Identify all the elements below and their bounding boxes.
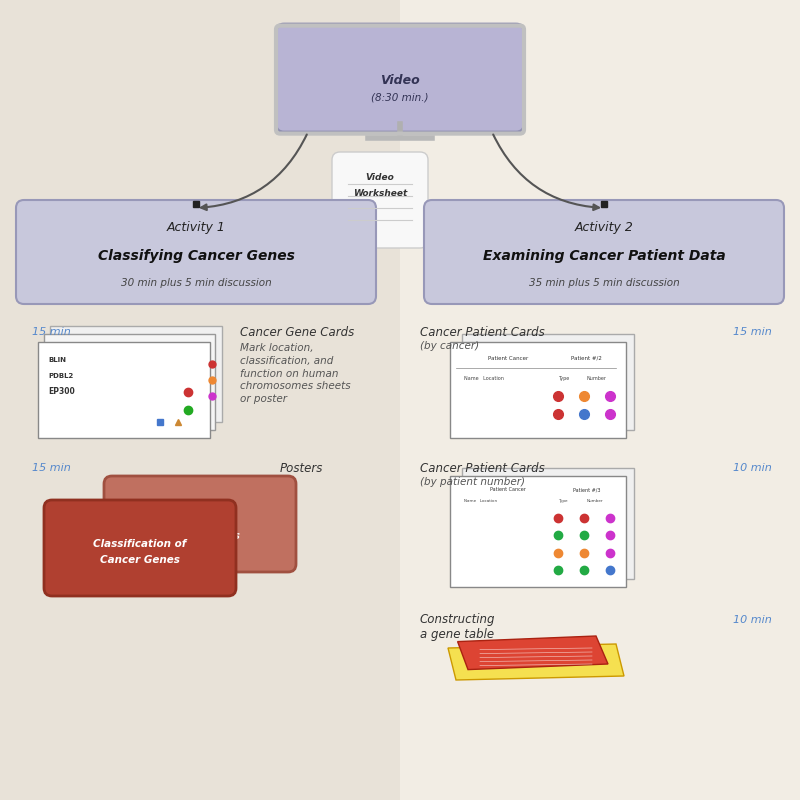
Text: Number: Number [586,499,603,503]
Text: function on human: function on human [240,369,338,378]
FancyBboxPatch shape [450,342,626,438]
Text: 15 min: 15 min [734,327,772,337]
Text: 35 min plus 5 min discussion: 35 min plus 5 min discussion [529,278,679,288]
FancyBboxPatch shape [104,476,296,572]
Text: Classifying Cancer Genes: Classifying Cancer Genes [98,249,294,263]
Text: or poster: or poster [240,394,287,404]
Text: Cancer Genes: Cancer Genes [100,555,180,565]
Text: 15 min: 15 min [32,327,70,337]
Text: 15 min: 15 min [32,463,70,473]
FancyBboxPatch shape [50,326,222,422]
Polygon shape [448,644,624,680]
Text: (by cancer): (by cancer) [420,341,479,350]
FancyBboxPatch shape [462,468,634,579]
FancyBboxPatch shape [0,0,400,800]
Text: BLIN: BLIN [48,357,66,363]
Text: Constructing: Constructing [420,614,495,626]
FancyBboxPatch shape [332,152,428,248]
Text: (by patient number): (by patient number) [420,477,525,486]
FancyBboxPatch shape [276,24,524,132]
FancyBboxPatch shape [44,500,236,596]
Text: chromosomes sheets: chromosomes sheets [240,382,350,391]
Text: Number: Number [586,376,606,381]
Text: 10 min: 10 min [734,615,772,625]
Text: 10 min: 10 min [734,463,772,473]
Text: Type: Type [558,376,569,381]
Text: Activity 1: Activity 1 [166,222,226,234]
Text: Cancer Gene Cards: Cancer Gene Cards [240,326,354,338]
FancyBboxPatch shape [44,334,215,430]
Text: (8:30 min.): (8:30 min.) [371,93,429,102]
Text: Activity 2: Activity 2 [574,222,634,234]
Text: classification, and: classification, and [240,356,334,366]
Text: Cancer Patient Cards: Cancer Patient Cards [420,462,545,474]
FancyBboxPatch shape [424,200,784,304]
Polygon shape [458,636,608,670]
Text: Patient Cancer: Patient Cancer [488,356,528,361]
Text: a gene table: a gene table [420,628,494,641]
Text: Type: Type [558,499,567,503]
Text: Classification of: Classification of [94,539,186,549]
FancyBboxPatch shape [450,476,626,587]
FancyBboxPatch shape [38,342,210,438]
Text: Posters: Posters [280,462,323,474]
Text: Mark location,: Mark location, [240,343,314,353]
Text: Patient #/3: Patient #/3 [573,487,600,492]
Text: Cancer Patient Cards: Cancer Patient Cards [420,326,545,338]
Text: Name   Location: Name Location [464,376,504,381]
Text: Cancer Genes: Cancer Genes [160,531,240,541]
Text: Video: Video [366,173,394,182]
Text: Examining Cancer Patient Data: Examining Cancer Patient Data [482,249,726,263]
Text: Patient #/2: Patient #/2 [571,356,602,361]
Text: EP300: EP300 [48,387,74,397]
Text: Name   Location: Name Location [464,499,497,503]
Text: Video: Video [380,74,420,86]
Text: PDBL2: PDBL2 [48,373,74,379]
Text: 30 min plus 5 min discussion: 30 min plus 5 min discussion [121,278,271,288]
Text: Functions of: Functions of [164,515,236,525]
Text: Patient Cancer: Patient Cancer [490,487,526,492]
FancyBboxPatch shape [400,0,800,800]
FancyBboxPatch shape [462,334,634,430]
FancyBboxPatch shape [16,200,376,304]
Text: Worksheet: Worksheet [353,189,407,198]
